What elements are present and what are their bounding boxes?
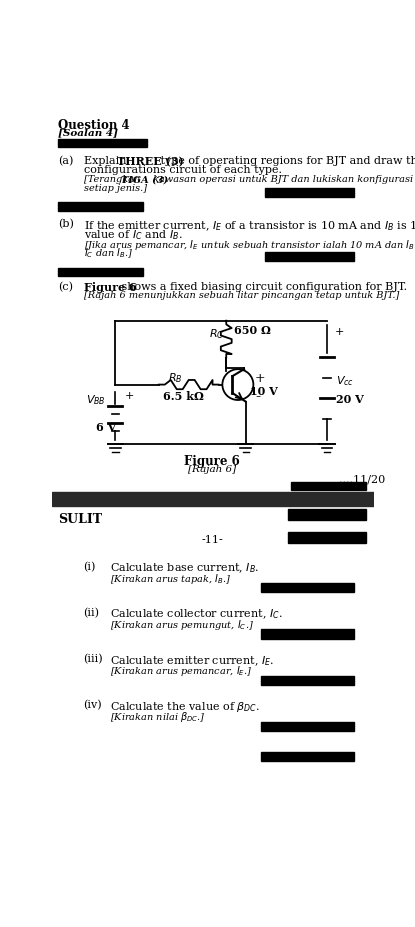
Text: 6 V: 6 V xyxy=(96,423,116,433)
Text: type of operating regions for BJT and draw the biasing: type of operating regions for BJT and dr… xyxy=(157,156,415,166)
Bar xyxy=(58,202,143,210)
Text: configurations circuit of each type.: configurations circuit of each type. xyxy=(84,165,283,175)
Text: [Kirakan arus pemungut, $I_C$.]: [Kirakan arus pemungut, $I_C$.] xyxy=(110,618,254,632)
Bar xyxy=(290,482,366,490)
Bar xyxy=(52,492,374,506)
Bar xyxy=(58,268,143,276)
Text: [Jika arus pemancar, $I_E$ untuk sebuah transistor ialah 10 mA dan $I_B$ ialah 1: [Jika arus pemancar, $I_E$ untuk sebuah … xyxy=(84,238,415,252)
Text: -11-: -11- xyxy=(201,535,223,545)
Text: setiap jenis.]: setiap jenis.] xyxy=(84,184,147,193)
Text: ....11/20: ....11/20 xyxy=(339,475,385,485)
Text: Figure 6: Figure 6 xyxy=(84,282,137,293)
Text: THREE (3): THREE (3) xyxy=(117,156,184,167)
Text: [Kirakan arus tapak, $I_B$.]: [Kirakan arus tapak, $I_B$.] xyxy=(110,572,231,586)
Bar xyxy=(261,722,354,731)
Bar xyxy=(288,532,366,543)
Text: +: + xyxy=(125,391,134,401)
Text: If the emitter current, $I_E$ of a transistor is 10 mA and $I_B$ is 1/150 of $I_: If the emitter current, $I_E$ of a trans… xyxy=(84,219,415,233)
Bar xyxy=(58,139,147,147)
Text: (c): (c) xyxy=(58,282,73,293)
Text: shows a fixed biasing circuit configuration for BJT.: shows a fixed biasing circuit configurat… xyxy=(118,282,407,292)
Text: Calculate the value of $\beta_{DC}$.: Calculate the value of $\beta_{DC}$. xyxy=(110,700,260,715)
Text: 650 Ω: 650 Ω xyxy=(234,324,271,336)
Bar xyxy=(261,752,354,761)
Text: kawasan operasi untuk BJT dan lukiskan konfigurasi litar pincangan bagi: kawasan operasi untuk BJT dan lukiskan k… xyxy=(149,175,415,184)
Text: (a): (a) xyxy=(58,156,73,166)
Text: Calculate emitter current, $I_E$.: Calculate emitter current, $I_E$. xyxy=(110,654,274,667)
Text: [Terangkan: [Terangkan xyxy=(84,175,144,184)
Bar xyxy=(288,509,366,520)
Text: -: - xyxy=(255,390,260,404)
Text: SULIT: SULIT xyxy=(58,514,102,527)
Text: 20 V: 20 V xyxy=(336,394,364,405)
Bar xyxy=(261,629,354,639)
Text: Calculate base current, $I_B$.: Calculate base current, $I_B$. xyxy=(110,562,259,576)
Text: 10 V: 10 V xyxy=(249,387,277,397)
Text: [Rajah 6 menunjukkan sebuah litar pincangan tetap untuk BJT.]: [Rajah 6 menunjukkan sebuah litar pincan… xyxy=(84,291,400,300)
Bar xyxy=(261,583,354,592)
Text: (i): (i) xyxy=(83,562,95,572)
Text: $R_C$: $R_C$ xyxy=(209,327,225,340)
Text: (iii): (iii) xyxy=(83,654,103,665)
Text: TIGA (3): TIGA (3) xyxy=(121,175,168,184)
Text: (b): (b) xyxy=(58,219,74,229)
Text: +: + xyxy=(335,327,344,337)
Text: 6.5 kΩ: 6.5 kΩ xyxy=(163,391,204,401)
Text: $V_{BB}$: $V_{BB}$ xyxy=(86,393,106,407)
Text: Question 4: Question 4 xyxy=(58,119,130,132)
Bar xyxy=(265,252,354,260)
Text: +: + xyxy=(255,372,266,385)
Text: (iv): (iv) xyxy=(83,700,102,711)
Text: [Rajah 6]: [Rajah 6] xyxy=(188,464,237,474)
Text: Figure 6: Figure 6 xyxy=(184,454,240,467)
Text: [Kirakan nilai $\beta_{DC}$.]: [Kirakan nilai $\beta_{DC}$.] xyxy=(110,710,206,724)
Text: value of $I_C$ and $I_B$.: value of $I_C$ and $I_B$. xyxy=(84,228,183,242)
Bar xyxy=(261,676,354,685)
Text: [Kirakan arus pemancar, $I_E$.]: [Kirakan arus pemancar, $I_E$.] xyxy=(110,664,252,678)
Text: Explain: Explain xyxy=(84,156,130,166)
Text: [Soalan 4]: [Soalan 4] xyxy=(58,128,118,137)
Text: $V_{cc}$: $V_{cc}$ xyxy=(336,374,354,387)
Text: $R_B$: $R_B$ xyxy=(168,371,183,385)
Text: $I_C$ dan $I_B$.]: $I_C$ dan $I_B$.] xyxy=(84,247,134,260)
Bar xyxy=(265,188,354,197)
Text: Calculate collector current, $I_C$.: Calculate collector current, $I_C$. xyxy=(110,608,283,621)
Text: (ii): (ii) xyxy=(83,608,99,618)
